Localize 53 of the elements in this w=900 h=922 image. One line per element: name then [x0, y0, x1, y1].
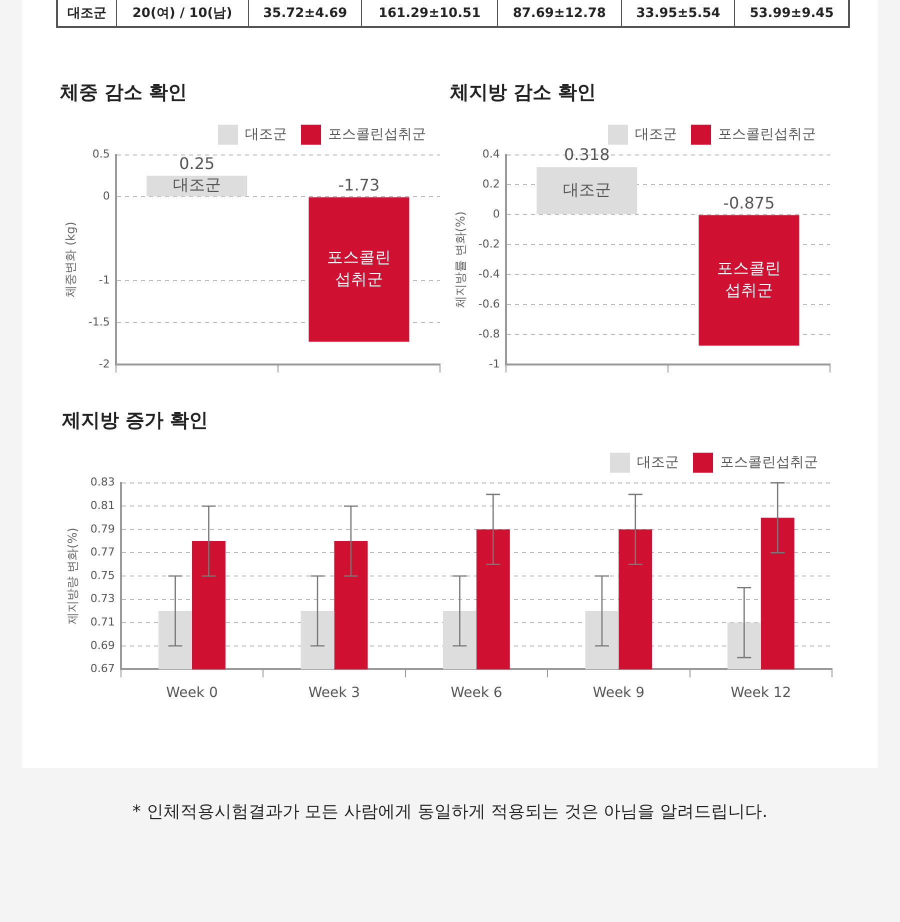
legend-label: 포스콜린섭취군: [718, 126, 816, 142]
data-label: 0.25: [179, 154, 215, 173]
y-tick-label: 0.2: [482, 178, 500, 191]
legend-label: 대조군: [245, 126, 287, 142]
y-tick-label: -1: [488, 357, 500, 370]
x-tick-label: Week 3: [308, 685, 360, 702]
y-tick-label: 0.4: [482, 148, 500, 161]
y-tick-label: 0.69: [90, 638, 115, 652]
x-tick-label: Week 9: [592, 685, 645, 702]
y-tick-label: 0: [492, 208, 500, 221]
legend-label: 대조군: [635, 126, 677, 142]
x-tick-label: Week 6: [450, 685, 502, 702]
y-tick-label: 0.79: [90, 522, 115, 536]
legend-label: 대조군: [637, 454, 679, 470]
y-tick-label: 0.5: [92, 148, 110, 161]
y-axis-title: 체지방률 변화(%): [453, 211, 468, 308]
y-tick-label: -1: [98, 273, 110, 286]
y-tick-label: 0.67: [90, 662, 115, 676]
text: 35.72±4.69: [248, 0, 362, 27]
text: 161.29±10.51: [362, 0, 498, 27]
y-tick-label: -0.4: [478, 267, 500, 280]
y-axis-title: 제지방량 변화(%): [65, 528, 80, 624]
text: * 인체적용시험결과가 모든 사람에게 동일하게 적용되는 것은 아님을 알려드립니다.: [131, 801, 769, 823]
y-tick-label: -0.8: [478, 327, 500, 340]
y-tick-label: 0: [102, 190, 110, 203]
y-tick-label: 0.83: [90, 476, 115, 489]
legend-label: 포스콜린섭취군: [328, 126, 426, 142]
y-tick-label: 0.75: [90, 568, 115, 582]
text: 53.99±9.45: [734, 0, 849, 27]
y-tick-label: -1.5: [88, 315, 110, 328]
x-tick-label: 포스콜린 섭취군: [326, 248, 391, 289]
text: 33.95±5.54: [622, 0, 735, 27]
data-label: 0.318: [564, 145, 610, 164]
y-tick-label: 0.81: [90, 498, 115, 512]
data-label: -1.73: [338, 175, 380, 194]
x-tick-label: 포스콜린 섭취군: [716, 258, 781, 300]
y-tick-label: -2: [98, 357, 110, 370]
chart-title: 제지방 증가 확인: [61, 409, 208, 432]
chart-title: 체지방 감소 확인: [449, 81, 596, 104]
y-tick-label: 0.73: [90, 592, 115, 606]
text: 대조군: [57, 0, 116, 27]
x-tick-label: Week 12: [730, 685, 792, 702]
y-axis-title: 체중변화 (kg): [63, 222, 78, 298]
y-tick-label: 0.71: [90, 615, 115, 628]
y-tick-label: -0.6: [478, 297, 500, 310]
legend-label: 포스콜린섭취군: [720, 454, 818, 470]
y-tick-label: 0.77: [90, 546, 115, 559]
data-label: -0.875: [723, 193, 775, 212]
y-tick-label: -0.2: [478, 237, 500, 250]
text: 20(여) / 10(남): [116, 0, 248, 27]
chart-title: 체중 감소 확인: [59, 81, 188, 104]
x-tick-label: Week 0: [166, 685, 218, 702]
text: 87.69±12.78: [497, 0, 622, 27]
